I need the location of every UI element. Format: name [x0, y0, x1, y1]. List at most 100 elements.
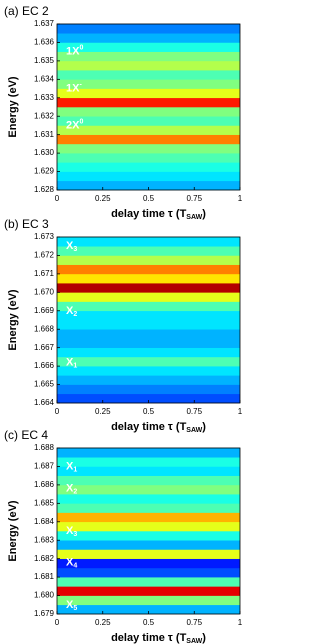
- x-tick-label: 0.25: [95, 618, 111, 627]
- annotation-text: 2X: [66, 119, 80, 131]
- annotation-text: X: [66, 460, 74, 472]
- heat-row: [57, 484, 240, 495]
- heat-row: [57, 347, 240, 358]
- heat-row: [57, 558, 240, 569]
- y-tick-label: 1.681: [34, 572, 55, 581]
- heat-row: [57, 466, 240, 476]
- heat-row: [57, 245, 240, 256]
- y-tick-label: 1.683: [34, 535, 55, 544]
- y-axis-label: Energy (eV): [7, 500, 19, 561]
- x-tick-label: 0.25: [95, 194, 111, 203]
- annotation-sub: 4: [73, 562, 77, 569]
- x-label-end: ): [202, 632, 206, 644]
- annotation: X3: [66, 525, 77, 538]
- annotation-sup: 0: [79, 118, 83, 125]
- heat-row: [57, 143, 240, 154]
- heat-row: [57, 393, 240, 404]
- heat-row: [57, 42, 240, 52]
- annotation: 1X-: [66, 81, 82, 94]
- x-label-text: delay time τ (T: [111, 632, 186, 644]
- annotation-text: X: [66, 525, 74, 537]
- heat-row: [57, 456, 240, 467]
- annotation-sub: 2: [73, 311, 77, 318]
- x-label-text: delay time τ (T: [111, 421, 186, 433]
- y-tick-label: 1.666: [34, 361, 55, 370]
- y-tick-label: 1.682: [34, 554, 55, 563]
- heat-row: [57, 539, 240, 550]
- y-tick-label: 1.684: [34, 517, 55, 526]
- y-tick-label: 1.672: [34, 251, 55, 260]
- heat-row: [57, 576, 240, 587]
- x-label-text: delay time τ (T: [111, 208, 186, 220]
- y-tick-label: 1.630: [34, 148, 55, 157]
- y-tick-label: 1.636: [34, 38, 55, 47]
- heat-row: [57, 301, 240, 312]
- y-tick-label: 1.664: [34, 398, 55, 407]
- heat-row: [57, 375, 240, 385]
- heat-row: [57, 180, 240, 191]
- y-tick-label: 1.633: [34, 93, 55, 102]
- x-label-end: ): [202, 421, 206, 433]
- heat-row: [57, 319, 240, 330]
- heat-row: [57, 586, 240, 596]
- y-tick-label: 1.628: [34, 185, 55, 194]
- y-axis-label: Energy (eV): [7, 289, 19, 350]
- annotation-text: X: [66, 482, 74, 494]
- y-tick-label: 1.686: [34, 480, 55, 489]
- heat-row: [57, 521, 240, 532]
- annotation: X4: [66, 556, 77, 569]
- x-label-sub: SAW: [186, 427, 202, 434]
- heat-row: [57, 365, 240, 376]
- annotation: X3: [66, 240, 77, 253]
- heat-row: [57, 595, 240, 606]
- x-tick-label: 0: [55, 407, 60, 416]
- annotation-text: 1X: [66, 46, 80, 58]
- x-label-sub: SAW: [186, 214, 202, 221]
- heat-row: [57, 567, 240, 578]
- heat-row: [57, 264, 240, 275]
- x-tick-label: 0.5: [143, 618, 155, 627]
- panel-title: (b) EC 3: [4, 217, 49, 231]
- heat-row: [57, 512, 240, 523]
- y-tick-label: 1.673: [34, 232, 55, 241]
- y-tick-label: 1.635: [34, 56, 55, 65]
- x-tick-label: 0: [55, 194, 60, 203]
- y-tick-label: 1.631: [34, 130, 55, 139]
- heat-row: [57, 88, 240, 99]
- x-tick-label: 0.75: [186, 618, 202, 627]
- heat-row: [57, 310, 240, 321]
- heat-row: [57, 125, 240, 135]
- heat-row: [57, 32, 240, 43]
- x-tick-label: 1: [238, 407, 243, 416]
- annotation: X5: [66, 599, 77, 612]
- annotation-sub: 3: [73, 246, 77, 253]
- y-tick-label: 1.687: [34, 462, 55, 471]
- x-tick-label: 0: [55, 618, 60, 627]
- y-tick-label: 1.669: [34, 306, 55, 315]
- heat-row: [57, 152, 240, 163]
- heat-row: [57, 79, 240, 89]
- x-tick-label: 0.5: [143, 407, 155, 416]
- heat-row: [57, 51, 240, 62]
- annotation: X2: [66, 482, 77, 495]
- heat-row: [57, 106, 240, 117]
- annotation-text: X: [66, 240, 74, 252]
- heat-row: [57, 384, 240, 395]
- annotation-text: X: [66, 305, 74, 317]
- annotation-sub: 3: [73, 531, 77, 538]
- annotation: X1: [66, 460, 77, 473]
- x-label-sub: SAW: [186, 638, 202, 644]
- x-tick-label: 0.75: [186, 407, 202, 416]
- heat-row: [57, 134, 240, 145]
- annotation-sub: 2: [73, 488, 77, 495]
- y-tick-label: 1.685: [34, 498, 55, 507]
- heat-row: [57, 604, 240, 615]
- y-tick-label: 1.668: [34, 324, 55, 333]
- figure: (a) EC 2 1.628 1.629 1.630 1.631 1.632 1.633 1.…: [4, 4, 243, 644]
- annotation-sup: -: [79, 81, 82, 88]
- heat-row: [57, 292, 240, 302]
- y-tick-label: 1.679: [34, 609, 55, 618]
- heat-row: [57, 162, 240, 172]
- x-tick-label: 0.75: [186, 194, 202, 203]
- y-tick-label: 1.665: [34, 380, 55, 389]
